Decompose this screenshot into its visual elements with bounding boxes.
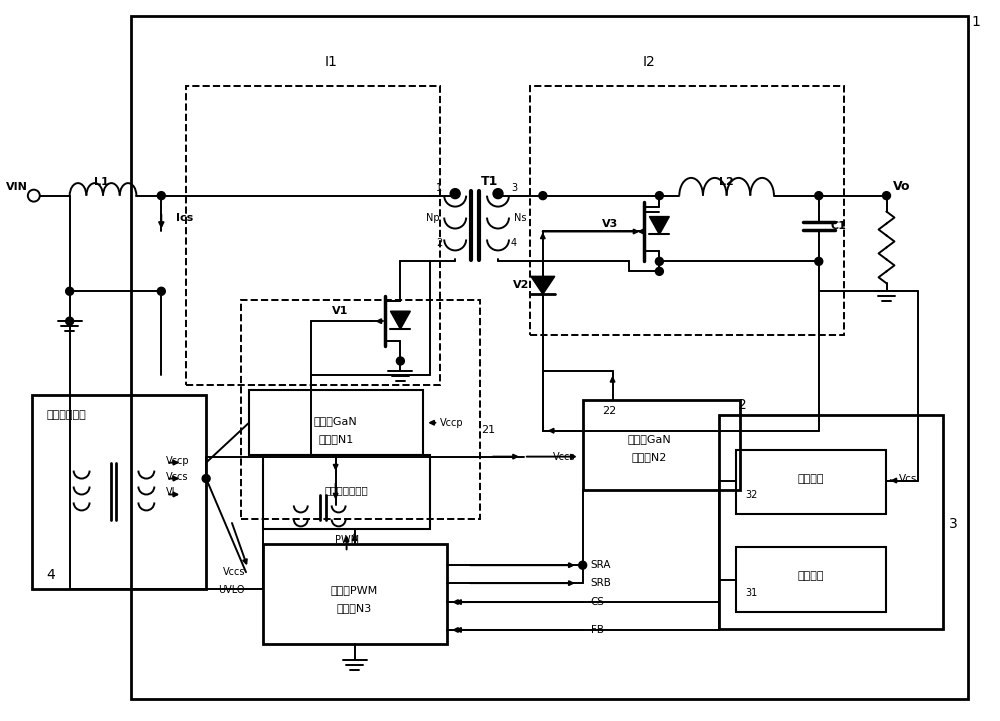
Circle shape	[157, 287, 165, 296]
Text: Vccs: Vccs	[553, 451, 576, 461]
Text: 3: 3	[949, 518, 958, 531]
Circle shape	[655, 257, 663, 265]
Circle shape	[66, 317, 74, 325]
Text: 磁隔离传输电路: 磁隔离传输电路	[325, 485, 368, 495]
Polygon shape	[649, 216, 669, 234]
Text: Vcs: Vcs	[898, 474, 917, 484]
Bar	[249, 390, 423, 455]
Circle shape	[883, 192, 890, 200]
Polygon shape	[531, 276, 555, 294]
Bar	[583, 400, 740, 490]
Text: 抗辐射GaN: 抗辐射GaN	[628, 434, 671, 443]
Text: UVLO: UVLO	[218, 585, 245, 595]
Bar	[186, 86, 440, 385]
Text: 控制器N3: 控制器N3	[337, 603, 372, 613]
Text: 3: 3	[511, 182, 517, 193]
Circle shape	[815, 192, 823, 200]
Circle shape	[579, 561, 587, 569]
Text: Np: Np	[426, 213, 440, 223]
Bar	[263, 455, 430, 529]
Text: 抗辐射GaN: 抗辐射GaN	[314, 416, 358, 426]
Text: V3: V3	[601, 218, 618, 229]
Text: 隔离供电电路: 隔离供电电路	[47, 410, 87, 420]
Bar	[32, 395, 206, 589]
Bar	[719, 415, 943, 629]
Circle shape	[655, 267, 663, 275]
Text: I2: I2	[643, 55, 656, 69]
Circle shape	[655, 192, 663, 200]
Text: 4: 4	[47, 568, 56, 582]
Bar	[530, 86, 844, 335]
Circle shape	[539, 192, 547, 200]
Text: Vccp: Vccp	[166, 456, 190, 466]
Bar	[131, 17, 968, 699]
Text: V1: V1	[332, 306, 349, 317]
Text: L2: L2	[719, 177, 734, 187]
Text: 2: 2	[738, 398, 746, 412]
Polygon shape	[390, 311, 410, 329]
Text: Ics: Ics	[176, 213, 193, 223]
Text: 21: 21	[481, 425, 495, 435]
Text: 32: 32	[745, 490, 757, 500]
Text: VL: VL	[166, 487, 178, 497]
Text: 驱动器N1: 驱动器N1	[318, 434, 353, 443]
Text: 电压反馈: 电压反馈	[798, 571, 824, 581]
Circle shape	[202, 474, 210, 482]
Bar	[263, 544, 447, 644]
Text: VIN: VIN	[6, 182, 28, 192]
Circle shape	[396, 357, 404, 365]
Circle shape	[815, 257, 823, 265]
Text: 1: 1	[972, 15, 981, 30]
Text: SRB: SRB	[591, 578, 612, 588]
Text: PWM: PWM	[335, 535, 359, 545]
Text: 31: 31	[745, 588, 757, 598]
Text: Vccs: Vccs	[222, 567, 245, 578]
Text: 4: 4	[511, 239, 517, 249]
Circle shape	[66, 287, 74, 296]
Bar	[736, 547, 886, 612]
Text: Vccs: Vccs	[166, 472, 189, 482]
Text: T1: T1	[481, 175, 499, 188]
Text: Vo: Vo	[893, 180, 910, 193]
Text: C1: C1	[831, 221, 847, 231]
Text: FB: FB	[591, 625, 604, 635]
Circle shape	[157, 192, 165, 200]
Text: CS: CS	[591, 597, 605, 607]
Text: V2: V2	[513, 280, 529, 291]
Circle shape	[493, 189, 503, 198]
Text: 电流反馈: 电流反馈	[798, 474, 824, 484]
Circle shape	[450, 189, 460, 198]
Text: Ns: Ns	[514, 213, 526, 223]
Text: 22: 22	[602, 406, 617, 416]
Text: 抗辐射PWM: 抗辐射PWM	[331, 585, 378, 595]
Text: SRA: SRA	[591, 560, 611, 570]
Text: L1: L1	[94, 177, 109, 187]
Text: 1: 1	[436, 182, 442, 193]
Text: 2: 2	[436, 239, 442, 249]
Text: 驱动器N2: 驱动器N2	[632, 451, 667, 461]
Bar	[241, 300, 480, 519]
Bar	[736, 450, 886, 514]
Text: Vccp: Vccp	[440, 417, 464, 428]
Text: I1: I1	[324, 55, 337, 69]
